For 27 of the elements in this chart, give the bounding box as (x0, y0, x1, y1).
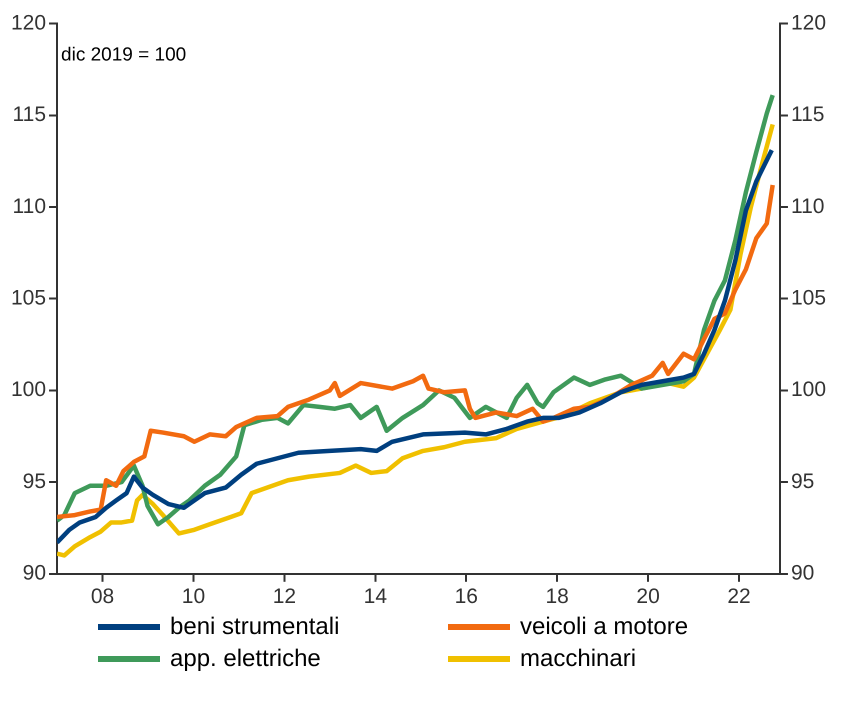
legend-label: macchinari (520, 645, 636, 673)
y-tick-label: 105 (10, 286, 46, 310)
y2-tick-label: 105 (790, 286, 826, 310)
y-tick-label: 120 (10, 11, 46, 34)
y2-tick-label: 120 (790, 11, 826, 34)
x-tick-label: 14 (364, 585, 388, 608)
y-tick-label: 90 (22, 562, 46, 585)
annotation: dic 2019 = 100 (61, 44, 186, 66)
y2-tick-label: 95 (790, 470, 814, 493)
x-tick-label: 18 (545, 585, 569, 608)
x-tick-label: 12 (272, 585, 296, 608)
legend-label: veicoli a motore (520, 613, 688, 641)
y-tick-label: 100 (10, 378, 46, 402)
legend-label: beni strumentali (170, 613, 340, 641)
x-tick-label: 16 (454, 585, 478, 608)
y-tick-label: 115 (12, 103, 46, 126)
y2-tick-label: 100 (790, 378, 826, 402)
y2-tick-label: 110 (790, 194, 824, 218)
y-tick-label: 110 (12, 194, 46, 218)
legend-label: app. elettriche (170, 645, 321, 673)
x-tick-label: 20 (636, 585, 660, 608)
x-tick-label: 08 (90, 585, 114, 608)
x-tick-label: 22 (727, 585, 751, 608)
y2-tick-label: 90 (790, 562, 814, 585)
y2-tick-label: 115 (790, 103, 824, 126)
x-tick-label: 10 (182, 585, 206, 608)
y-tick-label: 95 (22, 470, 46, 493)
